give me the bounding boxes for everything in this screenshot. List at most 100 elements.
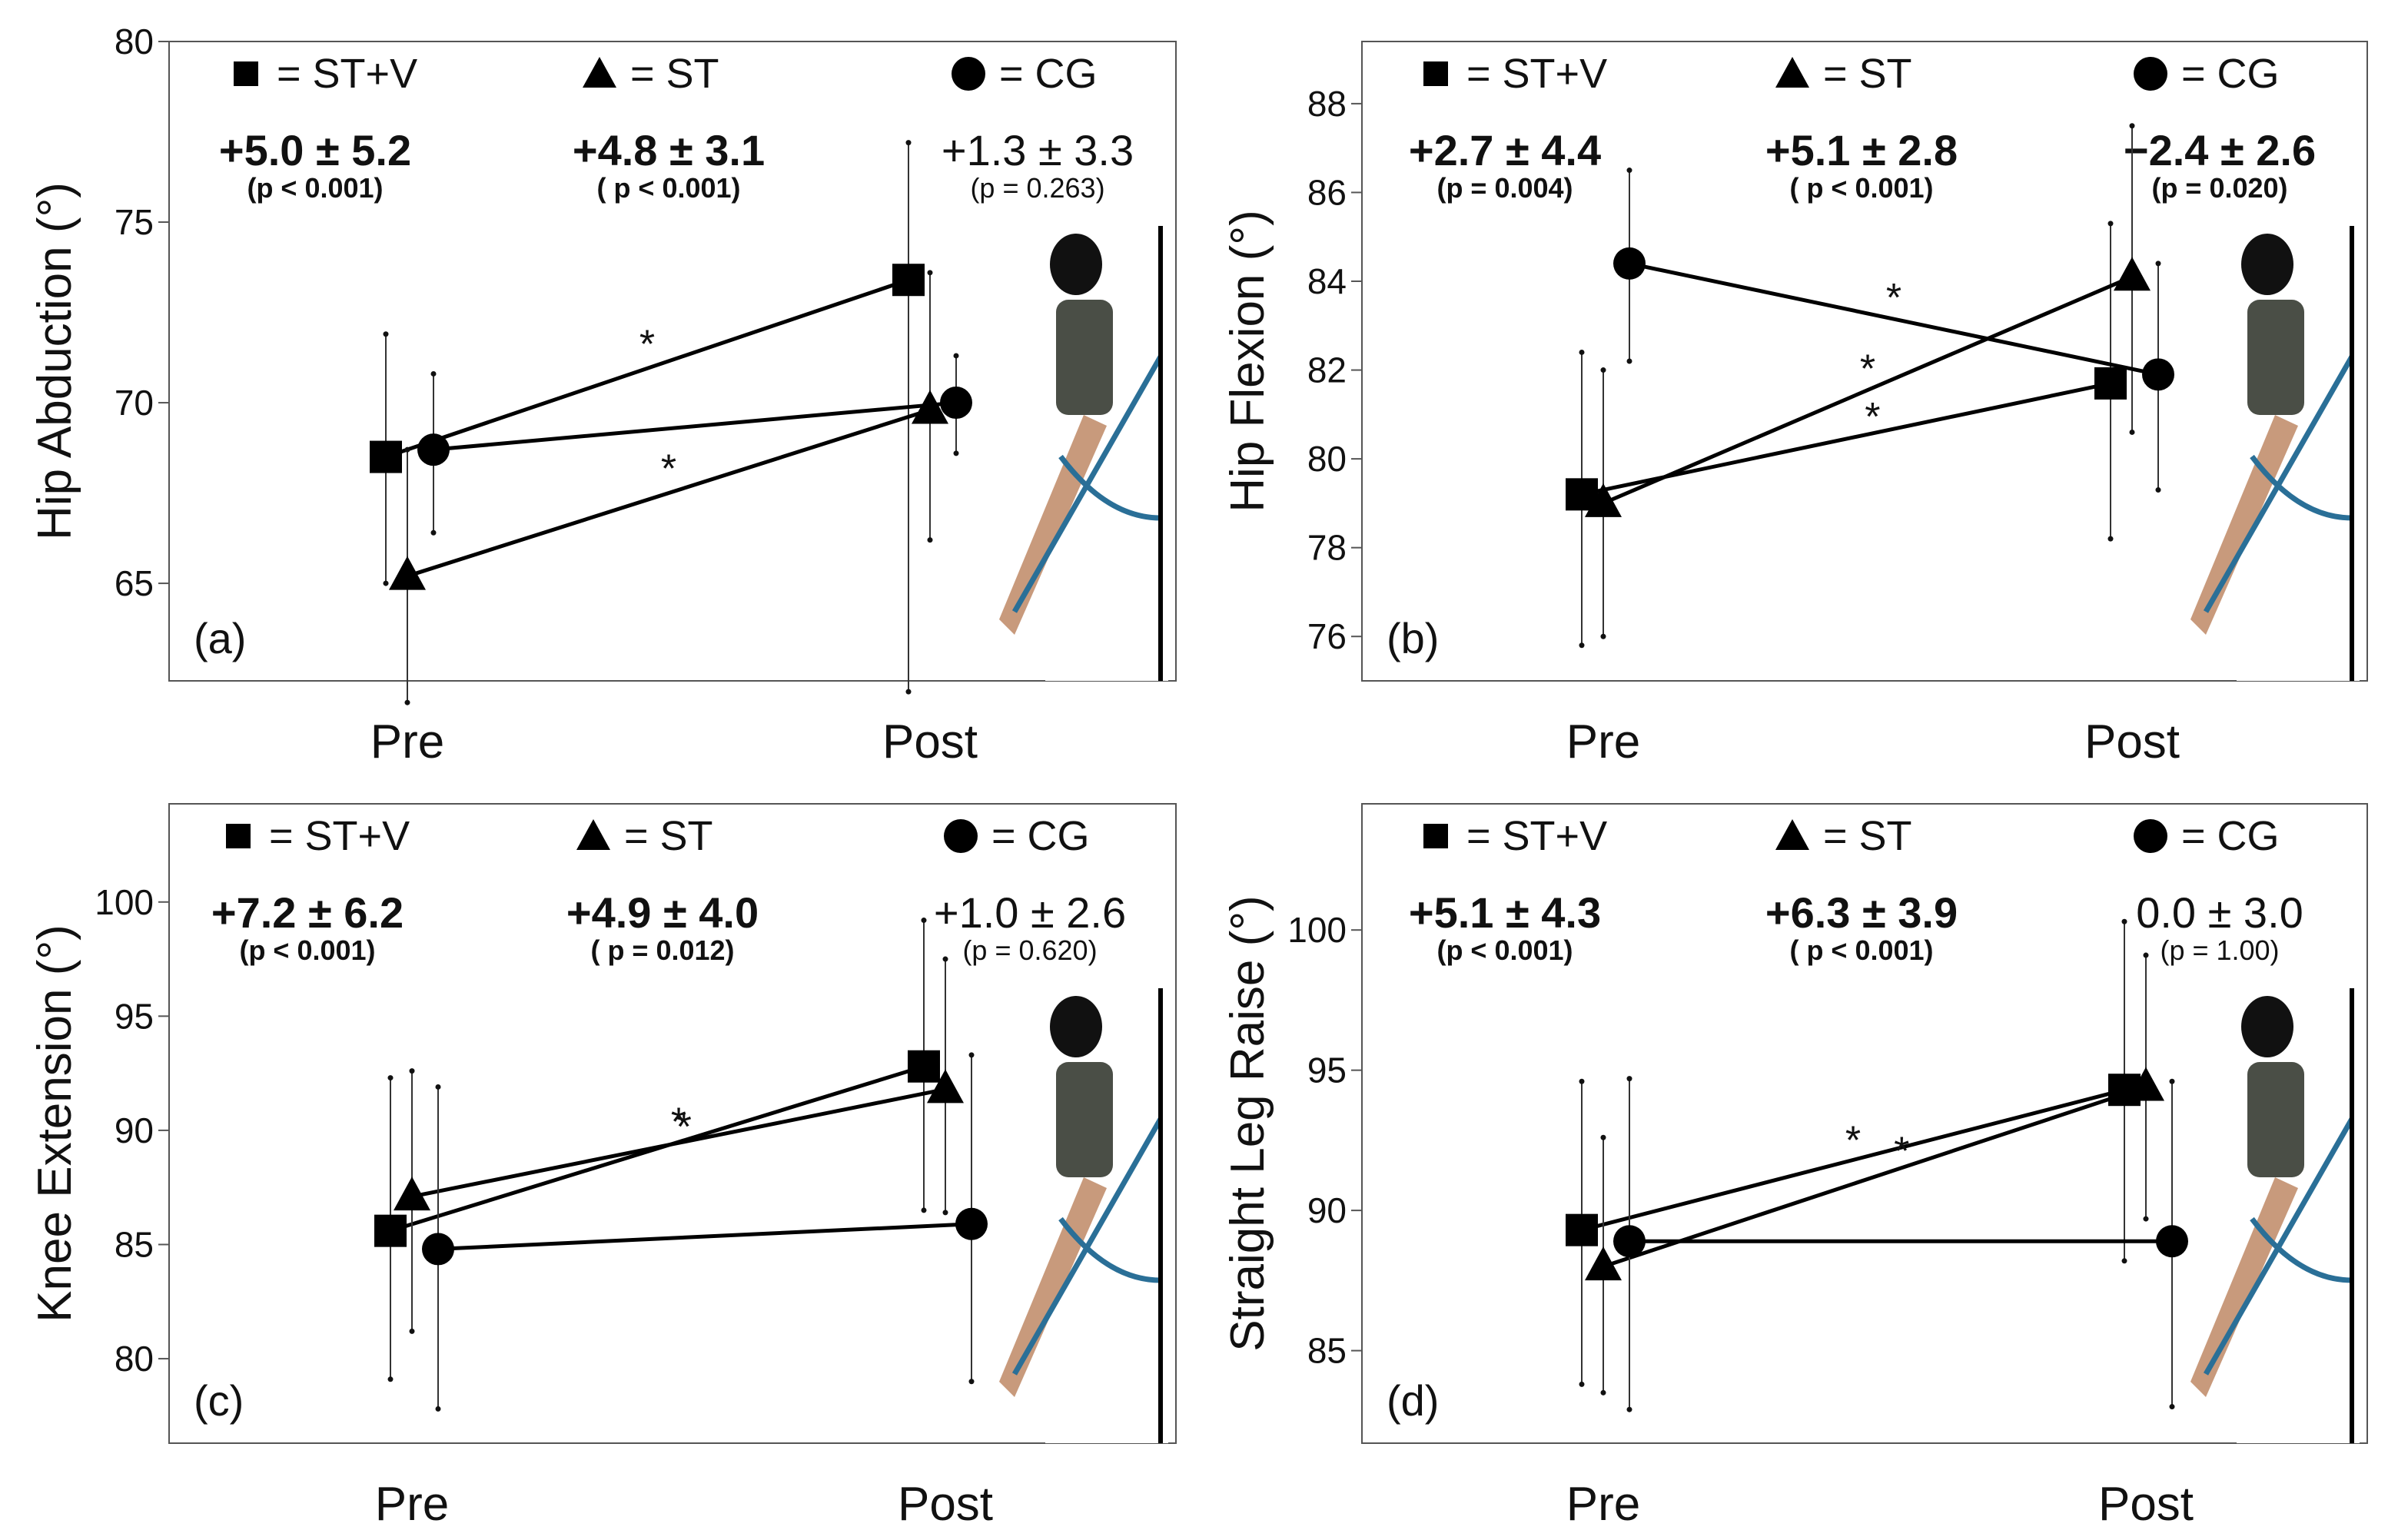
goniometer-arc <box>2250 1216 2353 1283</box>
y-axis-label: Hip Abduction (°) <box>28 182 81 540</box>
error-bar-cap <box>2143 1216 2149 1222</box>
error-bar-cap <box>430 529 437 536</box>
data-point-circle <box>955 1207 988 1240</box>
change-stat: +4.9 ± 4.0 <box>566 888 759 937</box>
legend-label: = ST <box>1823 813 1912 859</box>
significance-star: * <box>676 1105 692 1150</box>
x-category-label: Pre <box>370 715 444 768</box>
leg-shape <box>2190 415 2298 635</box>
significance-star: * <box>1860 347 1875 392</box>
error-bar-cap <box>2155 487 2161 493</box>
data-point-triangle <box>1585 1246 1622 1281</box>
change-stat: +6.3 ± 3.9 <box>1765 888 1958 937</box>
error-bar-cap <box>409 1328 415 1334</box>
y-tick-label: 75 <box>115 202 154 242</box>
error-bar-cap <box>430 370 437 377</box>
series-line-st-plus-v <box>385 277 909 459</box>
error-bar-cap <box>387 1075 394 1081</box>
legend-label: = ST <box>630 51 719 97</box>
leg-shape <box>999 415 1107 635</box>
data-point-square <box>2094 367 2127 400</box>
change-stat: +2.7 ± 4.4 <box>1409 126 1601 174</box>
legend-square-marker <box>234 61 258 86</box>
error-bar-cap <box>435 1084 441 1090</box>
error-bar-cap <box>2155 261 2161 267</box>
series-line-st <box>407 408 931 579</box>
y-tick-label: 86 <box>1307 172 1347 212</box>
legend-label: = ST+V <box>1466 813 1607 859</box>
legend-circle-marker <box>2134 57 2167 91</box>
error-bar-cap <box>921 918 927 924</box>
data-point-circle <box>417 433 450 466</box>
error-bar-cap <box>942 956 948 962</box>
x-category-label: Pre <box>1566 715 1640 768</box>
error-bar-cap <box>1600 1134 1606 1140</box>
significance-star: * <box>1845 1118 1861 1163</box>
error-bar-cap <box>2121 918 2127 924</box>
series-line-st <box>411 1087 946 1199</box>
y-tick-label: 80 <box>1307 439 1347 479</box>
torso-shape <box>1056 300 1113 415</box>
error-bar-cap <box>404 446 410 453</box>
error-bar-cap <box>404 699 410 705</box>
series-line-cg <box>433 400 957 452</box>
p-value: (p = 0.263) <box>970 172 1104 204</box>
leg-shape <box>999 1177 1107 1397</box>
torso-shape <box>2247 300 2304 415</box>
legend-label: = ST <box>1823 51 1912 97</box>
goniometer-arc <box>2250 454 2353 521</box>
legend-triangle-marker <box>1775 57 1809 88</box>
significance-star: * <box>1865 395 1880 440</box>
data-point-circle <box>2142 358 2174 391</box>
error-bar-cap <box>968 1379 975 1385</box>
data-point-circle <box>422 1233 454 1266</box>
goniometer-arc <box>1058 1216 1161 1283</box>
y-tick-label: 65 <box>115 563 154 603</box>
x-category-label: Post <box>898 1478 993 1531</box>
error-bar-cap <box>927 270 933 276</box>
y-tick-label: 85 <box>115 1224 154 1264</box>
error-bar-cap <box>953 450 959 456</box>
p-value: ( p < 0.001) <box>1789 172 1933 204</box>
plot-frame <box>1361 41 2368 682</box>
data-point-square <box>892 264 925 297</box>
leg-shape <box>2190 1177 2298 1397</box>
x-category-label: Post <box>2098 1478 2194 1531</box>
y-axis-label: Straight Leg Raise (°) <box>1221 895 1274 1351</box>
plot-frame <box>1361 803 2368 1444</box>
panel-label: (b) <box>1387 614 1439 662</box>
change-stat: +4.8 ± 3.1 <box>573 126 765 174</box>
error-bar-cap <box>1626 168 1632 174</box>
error-bar-cap <box>1600 1389 1606 1396</box>
data-point-circle <box>1613 247 1646 280</box>
legend-label: = CG <box>991 813 1090 859</box>
error-bar-cap <box>1579 1078 1585 1084</box>
change-stat: +1.3 ± 3.3 <box>942 126 1134 174</box>
significance-star: * <box>671 1100 686 1144</box>
head-shape <box>1050 996 1102 1057</box>
series-line-cg <box>437 1222 972 1251</box>
data-point-triangle <box>1585 483 1622 517</box>
p-value: ( p = 0.012) <box>590 934 734 966</box>
plot-frame <box>168 41 1177 682</box>
error-bar-cap <box>1626 358 1632 364</box>
y-tick-label: 85 <box>1307 1331 1347 1371</box>
data-point-circle <box>1613 1225 1646 1258</box>
legend-label: = CG <box>999 51 1098 97</box>
data-point-square <box>1566 1213 1598 1246</box>
error-bar-cap <box>2121 1258 2127 1264</box>
series-line-cg <box>1629 261 2159 377</box>
error-bar-cap <box>2169 1078 2175 1084</box>
error-bar-cap <box>435 1406 441 1412</box>
y-tick-label: 84 <box>1307 261 1347 301</box>
x-category-label: Pre <box>1566 1478 1640 1531</box>
measurement-photo <box>999 226 1168 681</box>
legend-label: = ST+V <box>277 51 417 97</box>
error-bar-cap <box>2129 123 2135 129</box>
error-bar-cap <box>409 1068 415 1074</box>
torso-shape <box>1056 1062 1113 1177</box>
y-tick-label: 82 <box>1307 350 1347 390</box>
significance-star: * <box>661 447 676 492</box>
